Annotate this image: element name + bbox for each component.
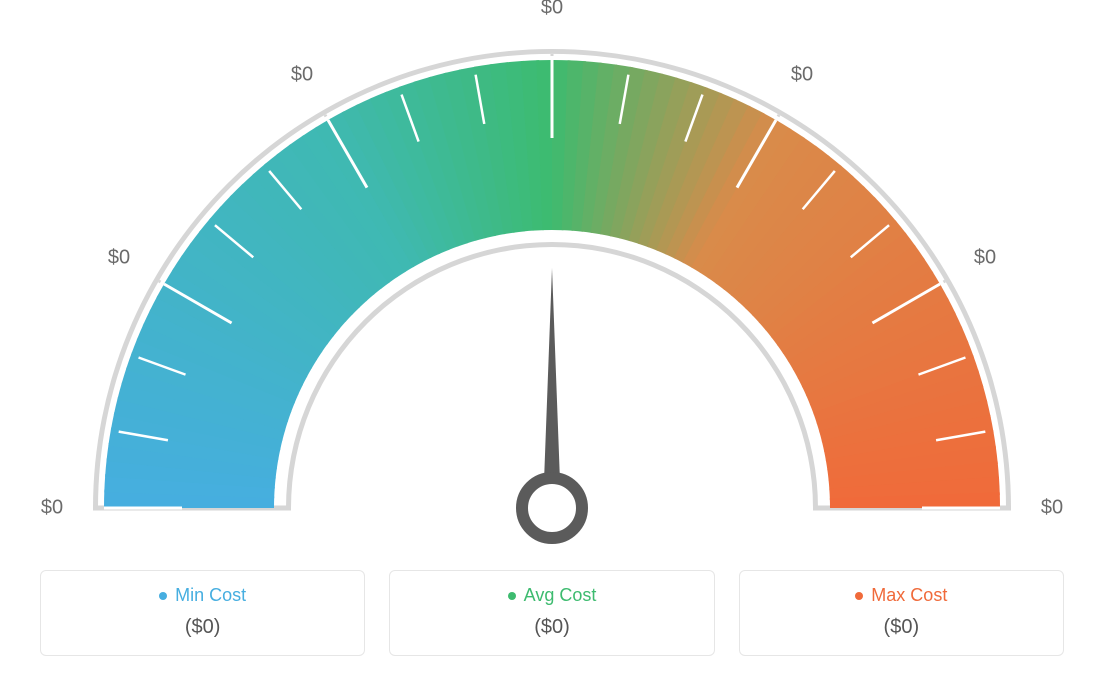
gauge-tick-label: $0 xyxy=(1041,497,1063,520)
gauge-tick-label: $0 xyxy=(791,63,813,86)
legend-value-max: ($0) xyxy=(750,616,1053,639)
gauge-tick-label: $0 xyxy=(541,0,563,20)
legend-row: Min Cost ($0) Avg Cost ($0) Max Cost ($0… xyxy=(0,570,1104,656)
legend-card-avg: Avg Cost ($0) xyxy=(389,570,714,656)
gauge-tick-label: $0 xyxy=(108,247,130,270)
gauge-tick-label: $0 xyxy=(41,497,63,520)
legend-card-min: Min Cost ($0) xyxy=(40,570,365,656)
legend-label-avg: Avg Cost xyxy=(524,585,597,606)
legend-label-min: Min Cost xyxy=(175,585,246,606)
legend-dot-min xyxy=(159,592,167,600)
legend-label-max: Max Cost xyxy=(871,585,947,606)
gauge-svg xyxy=(0,0,1104,560)
gauge-tick-label: $0 xyxy=(291,63,313,86)
gauge-tick-label: $0 xyxy=(974,247,996,270)
legend-value-avg: ($0) xyxy=(400,616,703,639)
legend-value-min: ($0) xyxy=(51,616,354,639)
legend-dot-avg xyxy=(508,592,516,600)
legend-card-max: Max Cost ($0) xyxy=(739,570,1064,656)
legend-dot-max xyxy=(855,592,863,600)
cost-gauge-chart: $0 $0 $0 $0 $0 $0 $0 xyxy=(0,0,1104,560)
